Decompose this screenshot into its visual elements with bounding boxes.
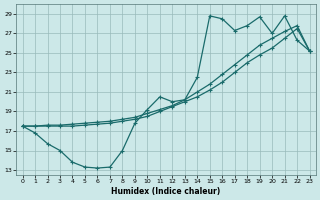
X-axis label: Humidex (Indice chaleur): Humidex (Indice chaleur) xyxy=(111,187,221,196)
